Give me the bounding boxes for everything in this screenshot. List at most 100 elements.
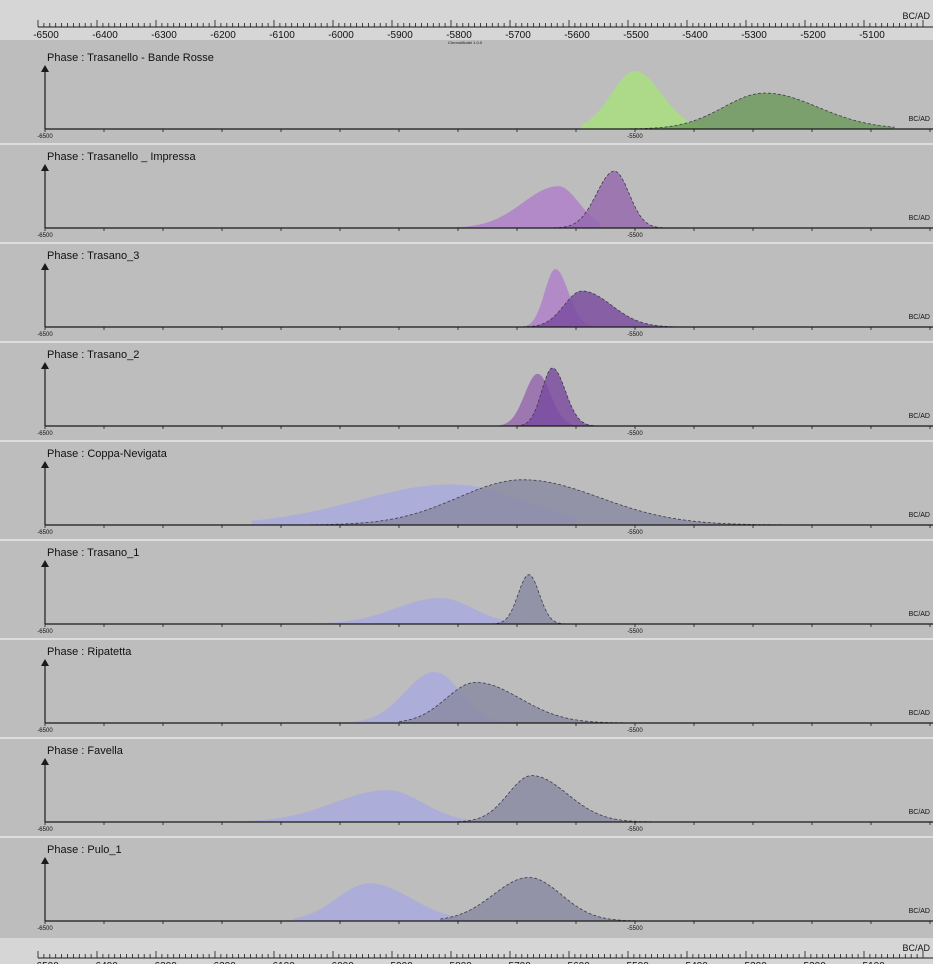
top-tick-label: -6000 [328,30,354,41]
y-axis-arrow [41,263,49,270]
top-tick-label: -5400 [682,30,708,41]
phase-panel: Phase : Favella -6500 -5500 BC/AD [0,737,933,833]
density-area [369,186,600,228]
density-area [581,71,724,129]
bottom-tick-label: -5500 [623,961,649,964]
density-area [511,368,594,426]
panel-tick-label: -6500 [37,728,53,734]
bottom-tick-label: -6300 [151,961,177,964]
panel-tick-label: -6500 [37,233,53,239]
density-area [292,883,506,921]
bottom-tick-label: -6400 [92,961,118,964]
density-outline-dashed [528,170,671,229]
panel-era-label: BC/AD [909,710,930,717]
panel-era-label: BC/AD [909,413,930,420]
density-area [458,775,812,822]
top-tick-label: -5600 [564,30,590,41]
top-tick-label: -6300 [151,30,177,41]
panel-tick-label: -5500 [627,431,643,437]
bottom-tick-label: -5200 [800,961,826,964]
phase-panel: Phase : Trasano_3 -6500 -5500 BC/AD [0,242,933,338]
density-area [310,597,541,624]
bottom-tick-label: -6500 [33,961,59,964]
bottom-tick-label: -5100 [859,961,885,964]
y-axis-arrow [41,461,49,468]
density-outline-dashed [458,775,812,823]
phase-title: Phase : Trasanello - Bande Rosse [47,52,214,64]
panel-tick-label: -6500 [37,332,53,338]
phase-panel: Phase : Coppa-Nevigata -6500 -5500 BC/AD [0,440,933,536]
top-axis-band [0,0,933,40]
density-area [310,479,871,525]
top-tick-label: -5800 [446,30,472,41]
panel-tick-label: -6500 [37,530,53,536]
top-tick-label: -5100 [859,30,885,41]
bottom-era-label: BC/AD [902,943,930,953]
panel-era-label: BC/AD [909,908,930,915]
phase-panel: Phase : Trasano_2 -6500 -5500 BC/AD [0,341,933,437]
density-outline-dashed [516,290,677,328]
top-tick-label: -5900 [387,30,413,41]
phase-panel: Phase : Trasanello _ Impressa -6500 -5500 B… [0,143,933,239]
panel-tick-label: -5500 [627,827,643,833]
density-area [399,682,665,723]
phase-title: Phase : Trasanello _ Impressa [47,151,196,163]
top-era-label: BC/AD [902,11,930,21]
panel-era-label: BC/AD [909,809,930,816]
top-tick-label: -5500 [623,30,649,41]
phase-panel: Phase : Trasano_1 -6500 -5500 BC/AD [0,539,933,635]
phase-title: Phase : Coppa-Nevigata [47,448,168,460]
density-area [517,291,677,327]
panel-tick-label: -5500 [627,629,643,635]
panel-tick-label: -5500 [627,926,643,932]
phase-title: Phase : Ripatetta [47,646,132,658]
bottom-tick-label: -5700 [505,961,531,964]
density-outline-dashed [599,92,895,130]
bottom-tick-label: -5600 [564,961,590,964]
top-tick-label: -6200 [210,30,236,41]
panel-tick-label: -6500 [37,926,53,932]
y-axis-arrow [41,65,49,72]
y-axis-arrow [41,758,49,765]
top-tick-label: -6400 [92,30,118,41]
bottom-axis-band [0,938,933,964]
panel-era-label: BC/AD [909,215,930,222]
density-area [599,93,895,129]
bottom-tick-label: -6000 [328,961,354,964]
panel-tick-label: -5500 [627,134,643,140]
top-tick-label: -6100 [269,30,295,41]
y-axis-arrow [41,659,49,666]
version-label: ChronoModel 1.0.0 [448,40,483,45]
phase-title: Phase : Trasano_2 [47,349,139,361]
phase-title: Phase : Favella [47,745,124,757]
bottom-tick-label: -5400 [682,961,708,964]
density-area [517,269,600,327]
phase-panel: Phase : Ripatetta -6500 -5500 BC/AD [0,638,933,734]
density-area [481,574,576,624]
top-tick-label: -5200 [800,30,826,41]
density-area [210,790,482,822]
phase-title: Phase : Trasano_1 [47,547,139,559]
panel-era-label: BC/AD [909,611,930,618]
panel-tick-label: -5500 [627,530,643,536]
y-axis-arrow [41,857,49,864]
bottom-tick-label: -5300 [741,961,767,964]
top-tick-label: -6500 [33,30,59,41]
panel-era-label: BC/AD [909,116,930,123]
top-tick-label: -5300 [741,30,767,41]
panel-era-label: BC/AD [909,512,930,519]
bottom-tick-label: -6200 [210,961,236,964]
y-axis-arrow [41,164,49,171]
y-axis-arrow [41,560,49,567]
panel-tick-label: -5500 [627,728,643,734]
bottom-tick-label: -6100 [269,961,295,964]
phase-panel: Phase : Pulo_1 -6500 -5500 BC/AD [0,836,933,932]
bottom-tick-label: -5800 [446,961,472,964]
panel-tick-label: -6500 [37,629,53,635]
density-area [528,171,671,228]
panel-era-label: BC/AD [909,314,930,321]
panel-tick-label: -5500 [627,332,643,338]
density-outline-dashed [511,367,594,427]
panel-tick-label: -5500 [627,233,643,239]
